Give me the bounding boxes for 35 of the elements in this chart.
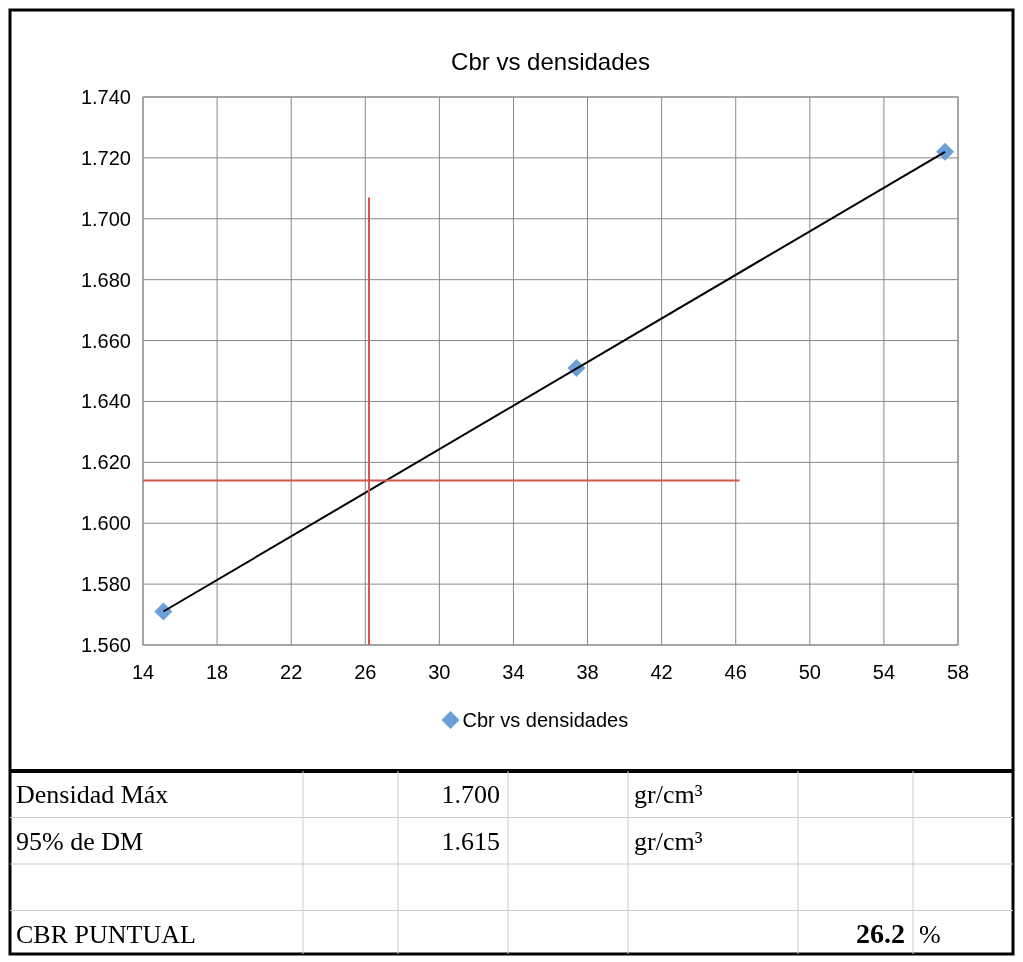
text: % bbox=[919, 919, 941, 949]
y-tick-label: 1.600 bbox=[80, 512, 131, 535]
y-tick-label: 1.700 bbox=[80, 207, 131, 230]
x-tick-label: 22 bbox=[280, 661, 303, 683]
x-tick-label: 46 bbox=[724, 661, 747, 683]
text: gr/cm³ bbox=[634, 826, 703, 856]
y-tick-label: 1.680 bbox=[80, 268, 131, 291]
text: 26.2 bbox=[856, 917, 905, 949]
point bbox=[936, 142, 955, 161]
y-tick-label: 1.580 bbox=[80, 573, 131, 596]
y-tick-label: 1.660 bbox=[80, 329, 131, 352]
x-tick-label: 18 bbox=[205, 661, 229, 683]
chart-title: Cbr vs densidades bbox=[451, 48, 650, 75]
text: gr/cm³ bbox=[634, 780, 703, 809]
y-tick-label: 1.740 bbox=[80, 86, 131, 108]
x-tick-label: 54 bbox=[872, 661, 896, 683]
point bbox=[154, 602, 173, 621]
text: 1.700 bbox=[441, 780, 500, 809]
x-tick-label: 26 bbox=[354, 661, 377, 683]
text: 1.615 bbox=[441, 826, 500, 856]
y-tick-label: 1.640 bbox=[80, 390, 131, 413]
x-tick-label: 38 bbox=[576, 661, 599, 683]
x-tick-label: 34 bbox=[502, 661, 525, 683]
legend-label: Cbr vs densidades bbox=[462, 709, 629, 731]
text: Densidad Máx bbox=[16, 780, 169, 809]
x-tick-label: 50 bbox=[798, 661, 821, 683]
y-tick-label: 1.620 bbox=[80, 451, 131, 474]
x-tick-label: 42 bbox=[650, 661, 673, 683]
x-tick-label: 14 bbox=[131, 661, 155, 683]
x-tick-label: 30 bbox=[428, 661, 451, 683]
text: CBR PUNTUAL bbox=[16, 919, 196, 949]
text: 95% de DM bbox=[16, 826, 144, 856]
x-tick-label: 58 bbox=[946, 661, 970, 683]
y-tick-label: 1.720 bbox=[80, 146, 131, 169]
y-tick-label: 1.560 bbox=[80, 634, 131, 656]
